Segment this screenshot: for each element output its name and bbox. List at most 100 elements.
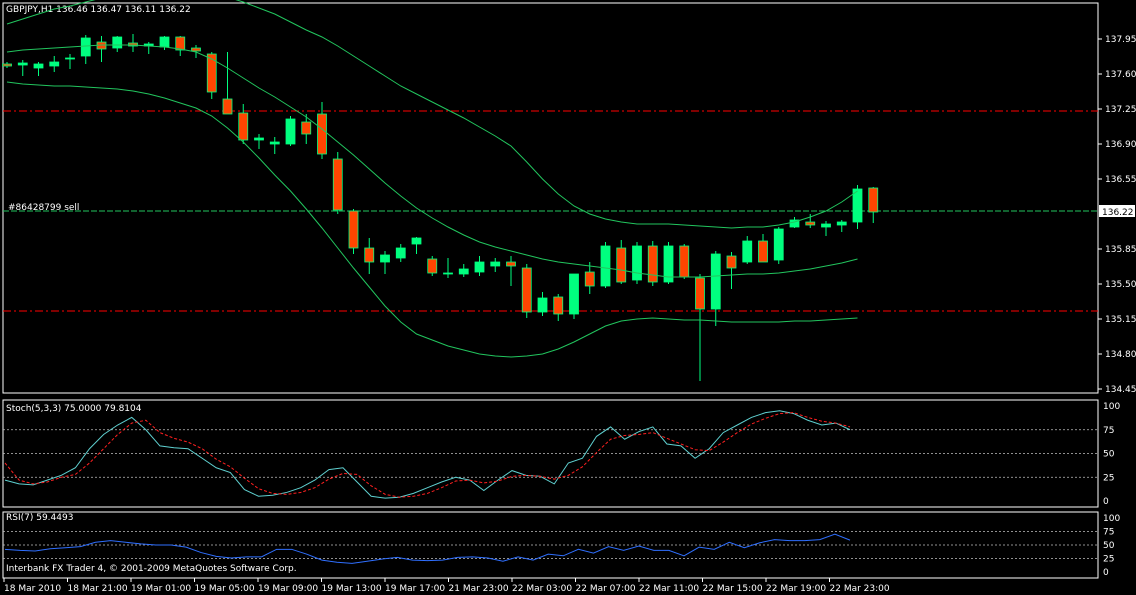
- price-tick-label: 137.25: [1105, 105, 1136, 115]
- candle-body: [317, 113, 327, 155]
- candle-body: [458, 268, 469, 275]
- candle-body: [427, 258, 438, 274]
- candle-body: [238, 112, 249, 141]
- candle-body: [506, 261, 516, 267]
- bollinger-upper-line: [6, 0, 858, 229]
- stoch-tick-label: 50: [1103, 450, 1115, 460]
- stoch-tick-label: 100: [1103, 402, 1120, 412]
- candle-body: [159, 36, 170, 48]
- candle-body: [65, 57, 75, 60]
- candle-body: [206, 53, 217, 93]
- candle-body: [726, 255, 737, 269]
- price-tick-label: 137.95: [1105, 35, 1136, 45]
- candle-body: [33, 63, 44, 69]
- candle-body: [80, 37, 91, 57]
- candle-body: [868, 187, 879, 213]
- candle-body: [695, 277, 705, 310]
- candle-body: [222, 98, 233, 115]
- candle-body: [443, 272, 453, 275]
- time-tick-label: 18 Mar 2010: [4, 584, 61, 594]
- rsi-tick-label: 50: [1103, 541, 1115, 551]
- candle-body: [364, 247, 375, 263]
- candle-body: [49, 61, 60, 67]
- stoch-tick-label: 25: [1103, 473, 1114, 483]
- bollinger-lower-line: [6, 81, 858, 358]
- price-tick-label: 134.45: [1105, 385, 1136, 395]
- candle-body: [553, 296, 564, 315]
- candle-body: [773, 228, 784, 261]
- candle-body: [285, 118, 296, 145]
- time-tick-label: 22 Mar 19:00: [766, 584, 826, 594]
- candle-body: [584, 271, 595, 287]
- candle-body: [710, 253, 721, 310]
- candle-body: [569, 273, 579, 315]
- price-tick-label: 136.90: [1105, 140, 1136, 150]
- time-tick-label: 19 Mar 17:00: [385, 584, 445, 594]
- current-price-box: [1099, 205, 1135, 217]
- candle-body: [600, 245, 611, 287]
- candle-body: [679, 245, 690, 278]
- time-tick-label: 18 Mar 21:00: [68, 584, 128, 594]
- time-tick-label: 19 Mar 13:00: [322, 584, 382, 594]
- candle-body: [254, 137, 264, 141]
- stoch-tick-label: 0: [1103, 497, 1109, 507]
- price-tick-label: 134.80: [1105, 350, 1136, 360]
- candle-body: [852, 188, 863, 223]
- time-tick-label: 19 Mar 01:00: [131, 584, 191, 594]
- time-tick-label: 22 Mar 11:00: [639, 584, 699, 594]
- current-price-label: 136.22: [1102, 208, 1134, 218]
- rsi-title: RSI(7) 59.4493: [6, 513, 73, 523]
- rsi-tick-label: 100: [1103, 514, 1120, 524]
- candle-body: [616, 247, 627, 283]
- candle-body: [490, 261, 501, 267]
- candle-body: [2, 63, 12, 67]
- order-label: #86428799 sell: [8, 203, 79, 213]
- candle-body: [805, 221, 816, 226]
- price-tick-label: 135.50: [1105, 280, 1136, 290]
- candle-body: [17, 62, 28, 66]
- candle-body: [269, 141, 280, 145]
- stoch-series-line-0: [4, 410, 851, 499]
- candle-body: [474, 261, 485, 273]
- stoch-title: Stoch(5,3,3) 75.0000 79.8104: [6, 404, 142, 414]
- candle-body: [411, 237, 422, 245]
- candle-body: [742, 240, 753, 263]
- time-tick-label: 22 Mar 15:00: [703, 584, 763, 594]
- candle-body: [647, 245, 658, 283]
- candle-body: [332, 158, 343, 211]
- price-chart-title: GBPJPY,H1 136.46 136.47 136.11 136.22: [6, 5, 191, 15]
- candle-body: [632, 245, 642, 281]
- candle-body: [663, 245, 674, 283]
- bollinger-middle-line: [6, 44, 858, 278]
- footer-copyright: Interbank FX Trader 4, © 2001-2009 MetaQ…: [6, 564, 297, 574]
- price-tick-label: 135.15: [1105, 315, 1136, 325]
- rsi-series-line-0: [4, 533, 851, 564]
- time-tick-label: 22 Mar 07:00: [576, 584, 636, 594]
- time-tick-label: 22 Mar 23:00: [830, 584, 890, 594]
- candle-body: [821, 223, 831, 228]
- rsi-tick-label: 75: [1103, 528, 1114, 538]
- time-tick-label: 21 Mar 23:00: [449, 584, 509, 594]
- price-tick-label: 137.60: [1105, 70, 1136, 80]
- stoch-series-line-1: [4, 412, 851, 498]
- candle-body: [537, 297, 548, 313]
- price-panel-frame: [2, 2, 1099, 394]
- candle-body: [301, 121, 312, 135]
- time-tick-label: 19 Mar 09:00: [258, 584, 318, 594]
- time-tick-label: 19 Mar 05:00: [195, 584, 255, 594]
- price-tick-label: 136.55: [1105, 175, 1136, 185]
- candle-body: [348, 210, 359, 249]
- rsi-tick-label: 25: [1103, 555, 1114, 565]
- candle-body: [758, 240, 768, 263]
- time-tick-label: 22 Mar 03:00: [512, 584, 572, 594]
- candle-body: [836, 221, 847, 226]
- stoch-tick-label: 75: [1103, 426, 1114, 436]
- rsi-tick-label: 0: [1103, 568, 1109, 578]
- candle-body: [395, 247, 406, 259]
- price-tick-label: 135.85: [1105, 245, 1136, 255]
- candle-body: [112, 36, 123, 49]
- candle-body: [521, 267, 532, 313]
- candle-body: [380, 254, 390, 263]
- candle-body: [175, 36, 186, 51]
